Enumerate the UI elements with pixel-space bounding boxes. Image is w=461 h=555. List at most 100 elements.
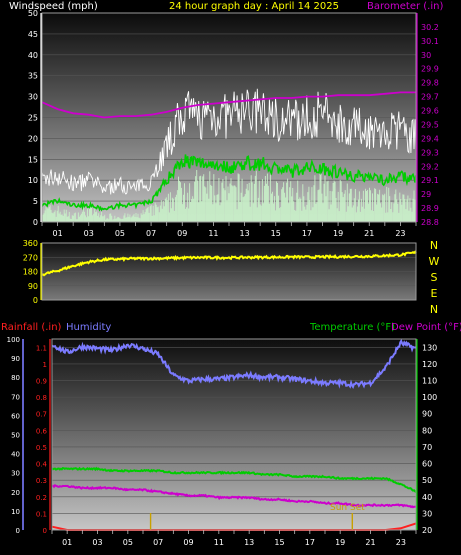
barometer-tick-label: 30.1 [421, 37, 439, 46]
direction-tick-label: 360 [23, 239, 38, 248]
rainfall-tick-label: 0.4 [36, 461, 48, 469]
direction-tick-label: 180 [23, 268, 38, 277]
humidity-x-axis: 01 03 05 07 09 11 13 15 17 19 21 23 [51, 530, 417, 547]
barometer-tick-label: 30.2 [421, 23, 439, 32]
x-tick-label: 23 [396, 538, 406, 547]
humidity-tick-label: 20 [11, 489, 20, 497]
x-tick-label: 23 [395, 229, 405, 238]
x-tick-label: 07 [146, 229, 156, 238]
barometer-y-axis: 28.8 28.9 29 29.1 29.2 29.3 29.4 29.5 29.6 29.7 29… [416, 13, 439, 227]
x-tick-label: 09 [177, 229, 187, 238]
compass-label: S [431, 271, 438, 284]
x-tick-label: 07 [153, 538, 163, 547]
wind-panel-series [41, 88, 417, 222]
direction-tick-label: 90 [28, 282, 38, 291]
barometer-series [41, 91, 416, 119]
chart-title: 24 hour graph day : April 14 2025 [169, 1, 339, 12]
barometer-tick-label: 28.8 [421, 218, 439, 227]
x-tick-label: 05 [123, 538, 133, 547]
x-tick-label: 17 [305, 538, 315, 547]
barometer-tick-label: 30 [421, 51, 431, 60]
wind-tick-label: 25 [28, 114, 38, 123]
compass-label: N [430, 303, 438, 316]
humidity-tick-label: 0 [16, 527, 20, 535]
barometer-tick-label: 29.6 [421, 107, 439, 116]
barometer-label: Barometer (.in) [367, 1, 443, 12]
humidity-tick-label: 10 [11, 508, 20, 516]
x-tick-label: 11 [214, 538, 224, 547]
compass-label: E [431, 287, 438, 300]
temperature-series [51, 466, 417, 493]
wind-peak-series [41, 88, 417, 195]
wind-tick-label: 45 [28, 30, 38, 39]
direction-tick-label: 270 [23, 253, 38, 262]
x-tick-label: 09 [183, 538, 193, 547]
temperature-tick-label: 60 [422, 460, 432, 469]
x-tick-label: 03 [84, 229, 94, 238]
wind-tick-label: 30 [28, 93, 38, 102]
wind-tick-label: 10 [28, 176, 38, 185]
rainfall-legend: Rainfall (.in) [1, 322, 62, 333]
direction-panel-series [41, 250, 417, 277]
rainfall-tick-label: 1 [43, 361, 47, 369]
dewpoint-series [51, 483, 417, 509]
humidity-series [51, 338, 416, 390]
x-tick-label: 03 [92, 538, 102, 547]
compass-label: W [429, 255, 440, 268]
humidity-tick-label: 100 [7, 336, 20, 344]
rainfall-tick-label: 1.1 [36, 344, 47, 352]
wind-tick-label: 40 [28, 51, 38, 60]
x-tick-label: 13 [239, 229, 249, 238]
rainfall-tick-label: 0 [43, 527, 47, 535]
barometer-tick-label: 29.2 [421, 162, 439, 171]
temperature-tick-label: 120 [422, 360, 437, 369]
temperature-tick-label: 80 [422, 426, 432, 435]
compass-label: N [430, 239, 438, 252]
wind-tick-label: 15 [28, 155, 38, 164]
humidity-tick-label: 90 [11, 355, 20, 363]
x-tick-label: 13 [244, 538, 254, 547]
x-tick-label: 19 [333, 229, 343, 238]
temperature-tick-label: 100 [422, 393, 437, 402]
rainfall-tick-label: 0.5 [36, 444, 47, 452]
barometer-tick-label: 29.9 [421, 65, 439, 74]
direction-tick-label: 0 [33, 296, 38, 305]
x-tick-label: 21 [364, 229, 374, 238]
x-tick-label: 01 [62, 538, 72, 547]
x-tick-label: 11 [208, 229, 218, 238]
wind-tick-label: 50 [28, 9, 38, 18]
windspeed-label: Windspeed (mph) [9, 1, 98, 12]
temperature-tick-label: 40 [422, 493, 432, 502]
rainfall-y-axis: 0 0.1 0.2 0.3 0.4 0.5 0.6 0.7 0.8 0.9 1 1.1 [36, 339, 51, 535]
direction-y-axis: 0 90 180 270 360 [23, 239, 42, 305]
wind-tick-label: 20 [28, 134, 38, 143]
sunset-annotation: Sun Set [330, 503, 365, 513]
wind-tick-label: 0 [33, 218, 38, 227]
x-tick-label: 15 [271, 229, 281, 238]
temperature-y-axis: 20 30 40 50 60 70 80 90 100 110 120 130 [416, 339, 437, 535]
rainfall-tick-label: 0.3 [36, 477, 47, 485]
temperature-tick-label: 70 [422, 443, 432, 452]
barometer-tick-label: 29.7 [421, 93, 439, 102]
humidity-panel-bg [52, 339, 416, 530]
temperature-tick-label: 110 [422, 377, 437, 386]
humidity-y-axis: 0 10 20 30 40 50 60 70 80 90 100 [7, 336, 24, 535]
humidity-tick-label: 50 [11, 432, 20, 440]
rainfall-tick-label: 0.2 [36, 494, 47, 502]
wind-y-axis: 0 5 10 15 20 25 30 35 40 45 50 [28, 9, 42, 227]
rainfall-tick-label: 0.8 [36, 394, 47, 402]
humidity-tick-label: 60 [11, 412, 20, 420]
x-tick-label: 19 [335, 538, 345, 547]
temperature-tick-label: 30 [422, 509, 432, 518]
barometer-tick-label: 29.4 [421, 134, 439, 143]
wind-avg-series [41, 154, 417, 212]
dewpoint-legend: Dew Point (°F) [391, 322, 461, 333]
rainfall-tick-label: 0.9 [36, 378, 47, 386]
x-tick-label: 01 [52, 229, 62, 238]
humidity-tick-label: 70 [11, 393, 20, 401]
rainfall-tick-label: 0.1 [36, 510, 47, 518]
rainfall-tick-label: 0.6 [36, 427, 48, 435]
wind-tick-label: 35 [28, 72, 38, 81]
